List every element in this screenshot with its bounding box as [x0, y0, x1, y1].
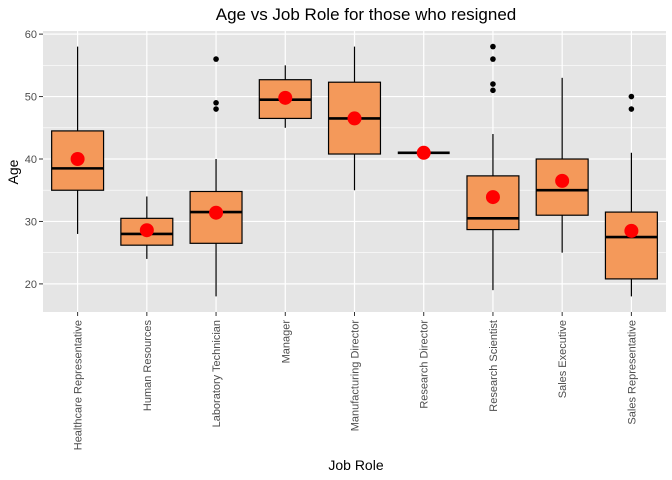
- box-research-scientist: [466, 43, 520, 291]
- box-sales-executive: [535, 77, 589, 253]
- x-tick-label: Human Resources: [142, 320, 154, 412]
- box-manufacturing-director: [327, 46, 382, 191]
- outlier-point: [213, 100, 219, 106]
- x-tick-label: Research Director: [419, 320, 431, 409]
- box-research-director: [397, 145, 450, 160]
- mean-point: [624, 223, 639, 238]
- iqr-box: [604, 211, 658, 280]
- mean-point: [209, 205, 224, 220]
- mean-point: [485, 190, 500, 205]
- x-tick-label: Research Scientist: [488, 320, 500, 412]
- outlier-point: [628, 93, 635, 100]
- x-tick-label: Laboratory Technician: [211, 320, 223, 427]
- box-manager: [258, 65, 312, 128]
- chart-title: Age vs Job Role for those who resigned: [216, 5, 517, 24]
- x-tick-label: Sales Representative: [626, 320, 638, 425]
- mean-point: [347, 111, 362, 126]
- mean-point: [70, 152, 85, 167]
- y-tick-label: 20: [25, 279, 37, 291]
- outlier-point: [213, 56, 219, 62]
- mean-point: [139, 223, 154, 238]
- y-tick-label: 30: [25, 216, 37, 228]
- outlier-point: [490, 87, 496, 94]
- outlier-point: [490, 56, 496, 62]
- outlier-point: [213, 106, 219, 112]
- iqr-box: [189, 190, 243, 244]
- mean-point: [278, 90, 293, 105]
- box-healthcare-representative: [51, 46, 105, 234]
- outlier-point: [490, 43, 496, 50]
- box-human-resources: [120, 196, 174, 259]
- x-tick-label: Sales Executive: [557, 320, 569, 398]
- x-tick-label: Manager: [280, 320, 292, 364]
- x-axis-title: Job Role: [328, 457, 383, 473]
- x-tick-label: Healthcare Representative: [73, 320, 85, 450]
- y-axis: 20 30 40 50 60: [25, 29, 43, 291]
- x-tick-label: Manufacturing Director: [350, 320, 362, 432]
- mean-point: [416, 145, 431, 160]
- y-tick-label: 50: [25, 92, 37, 104]
- y-tick-label: 40: [25, 154, 37, 166]
- outlier-point: [490, 81, 496, 87]
- box-sales-representative: [604, 93, 658, 297]
- outlier-point: [628, 106, 635, 112]
- x-axis: Healthcare Representative Human Resources…: [73, 312, 638, 450]
- box-laboratory-technician: [189, 56, 243, 297]
- mean-point: [555, 173, 570, 188]
- y-tick-label: 60: [25, 29, 37, 41]
- box-series: [51, 43, 658, 297]
- y-axis-title: Age: [5, 159, 21, 184]
